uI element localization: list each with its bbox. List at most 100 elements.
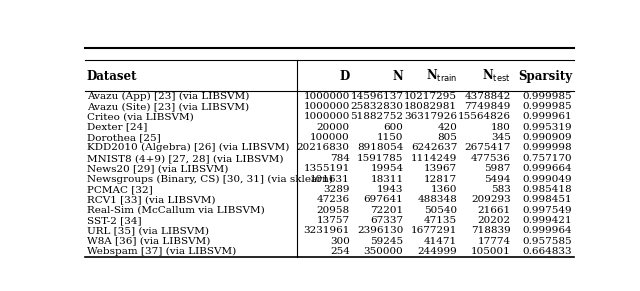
Text: 21661: 21661 — [478, 206, 511, 215]
Text: 477536: 477536 — [471, 154, 511, 163]
Text: Dorothea [25]: Dorothea [25] — [87, 133, 161, 142]
Text: 20958: 20958 — [317, 206, 349, 215]
Text: 8918054: 8918054 — [357, 143, 403, 152]
Text: MNIST8 (4+9) [27, 28] (via LIBSVM): MNIST8 (4+9) [27, 28] (via LIBSVM) — [87, 154, 284, 163]
Text: 1000000: 1000000 — [303, 102, 349, 111]
Text: 105001: 105001 — [471, 247, 511, 256]
Text: N$_{\rm train}$: N$_{\rm train}$ — [426, 68, 457, 84]
Text: N: N — [393, 70, 403, 83]
Text: 0.985418: 0.985418 — [522, 185, 572, 194]
Text: 583: 583 — [491, 185, 511, 194]
Text: 3231961: 3231961 — [303, 226, 349, 235]
Text: Avazu (Site) [23] (via LIBSVM): Avazu (Site) [23] (via LIBSVM) — [87, 102, 249, 111]
Text: 13967: 13967 — [424, 164, 457, 173]
Text: 5494: 5494 — [484, 175, 511, 184]
Text: 2396130: 2396130 — [357, 226, 403, 235]
Text: N$_{\rm test}$: N$_{\rm test}$ — [483, 68, 511, 84]
Text: 0.999664: 0.999664 — [522, 164, 572, 173]
Text: 0.999998: 0.999998 — [522, 143, 572, 152]
Text: Dexter [24]: Dexter [24] — [87, 123, 147, 132]
Text: 101631: 101631 — [310, 175, 349, 184]
Text: 1677291: 1677291 — [411, 226, 457, 235]
Text: 0.957585: 0.957585 — [522, 237, 572, 246]
Text: 47135: 47135 — [424, 216, 457, 225]
Text: 17774: 17774 — [478, 237, 511, 246]
Text: 0.999964: 0.999964 — [522, 226, 572, 235]
Text: 1355191: 1355191 — [303, 164, 349, 173]
Text: 13757: 13757 — [317, 216, 349, 225]
Text: 19954: 19954 — [371, 164, 403, 173]
Text: 5987: 5987 — [484, 164, 511, 173]
Text: 0.999985: 0.999985 — [522, 102, 572, 111]
Text: 784: 784 — [330, 154, 349, 163]
Text: 0.998451: 0.998451 — [522, 195, 572, 204]
Text: 180: 180 — [491, 123, 511, 132]
Text: 600: 600 — [383, 123, 403, 132]
Text: 697641: 697641 — [364, 195, 403, 204]
Text: 1000000: 1000000 — [303, 112, 349, 121]
Text: 72201: 72201 — [371, 206, 403, 215]
Text: 488348: 488348 — [417, 195, 457, 204]
Text: 0.997549: 0.997549 — [522, 206, 572, 215]
Text: 14596137: 14596137 — [351, 92, 403, 101]
Text: PCMAC [32]: PCMAC [32] — [87, 185, 153, 194]
Text: SST-2 [34]: SST-2 [34] — [87, 216, 141, 225]
Text: 805: 805 — [437, 133, 457, 142]
Text: 20202: 20202 — [478, 216, 511, 225]
Text: 0.757170: 0.757170 — [522, 154, 572, 163]
Text: 20000: 20000 — [317, 123, 349, 132]
Text: RCV1 [33] (via LIBSVM): RCV1 [33] (via LIBSVM) — [87, 195, 216, 204]
Text: Newsgroups (Binary, CS) [30, 31] (via sklearn): Newsgroups (Binary, CS) [30, 31] (via sk… — [87, 175, 333, 184]
Text: 18311: 18311 — [371, 175, 403, 184]
Text: 209293: 209293 — [471, 195, 511, 204]
Text: 254: 254 — [330, 247, 349, 256]
Text: 4378842: 4378842 — [465, 92, 511, 101]
Text: 1150: 1150 — [377, 133, 403, 142]
Text: 1000000: 1000000 — [303, 92, 349, 101]
Text: 18082981: 18082981 — [404, 102, 457, 111]
Text: URL [35] (via LIBSVM): URL [35] (via LIBSVM) — [87, 226, 209, 235]
Text: 67337: 67337 — [371, 216, 403, 225]
Text: 50540: 50540 — [424, 206, 457, 215]
Text: 20216830: 20216830 — [297, 143, 349, 152]
Text: News20 [29] (via LIBSVM): News20 [29] (via LIBSVM) — [87, 164, 228, 173]
Text: KDD2010 (Algebra) [26] (via LIBSVM): KDD2010 (Algebra) [26] (via LIBSVM) — [87, 143, 289, 152]
Text: 1114249: 1114249 — [411, 154, 457, 163]
Text: Real-Sim (McCallum via LIBSVM): Real-Sim (McCallum via LIBSVM) — [87, 206, 265, 215]
Text: 350000: 350000 — [364, 247, 403, 256]
Text: 0.999421: 0.999421 — [522, 216, 572, 225]
Text: 15564826: 15564826 — [458, 112, 511, 121]
Text: 0.990909: 0.990909 — [522, 133, 572, 142]
Text: 718839: 718839 — [471, 226, 511, 235]
Text: 0.999985: 0.999985 — [522, 92, 572, 101]
Text: Criteo (via LIBSVM): Criteo (via LIBSVM) — [87, 112, 194, 121]
Text: 100000: 100000 — [310, 133, 349, 142]
Text: 0.999049: 0.999049 — [522, 175, 572, 184]
Text: 47236: 47236 — [317, 195, 349, 204]
Text: 244999: 244999 — [417, 247, 457, 256]
Text: 1943: 1943 — [377, 185, 403, 194]
Text: 51882752: 51882752 — [351, 112, 403, 121]
Text: 6242637: 6242637 — [411, 143, 457, 152]
Text: Sparsity: Sparsity — [518, 70, 572, 83]
Text: 0.999961: 0.999961 — [522, 112, 572, 121]
Text: 3289: 3289 — [323, 185, 349, 194]
Text: 25832830: 25832830 — [351, 102, 403, 111]
Text: D: D — [339, 70, 349, 83]
Text: 0.995319: 0.995319 — [522, 123, 572, 132]
Text: 1360: 1360 — [431, 185, 457, 194]
Text: Avazu (App) [23] (via LIBSVM): Avazu (App) [23] (via LIBSVM) — [87, 92, 250, 101]
Text: 12817: 12817 — [424, 175, 457, 184]
Text: 2675417: 2675417 — [465, 143, 511, 152]
Text: W8A [36] (via LIBSVM): W8A [36] (via LIBSVM) — [87, 237, 211, 246]
Text: Dataset: Dataset — [87, 70, 138, 83]
Text: 0.664833: 0.664833 — [522, 247, 572, 256]
Text: Webspam [37] (via LIBSVM): Webspam [37] (via LIBSVM) — [87, 247, 236, 256]
Text: 345: 345 — [491, 133, 511, 142]
Text: 10217295: 10217295 — [404, 92, 457, 101]
Text: 36317926: 36317926 — [404, 112, 457, 121]
Text: 59245: 59245 — [371, 237, 403, 246]
Text: 7749849: 7749849 — [465, 102, 511, 111]
Text: 1591785: 1591785 — [357, 154, 403, 163]
Text: 420: 420 — [437, 123, 457, 132]
